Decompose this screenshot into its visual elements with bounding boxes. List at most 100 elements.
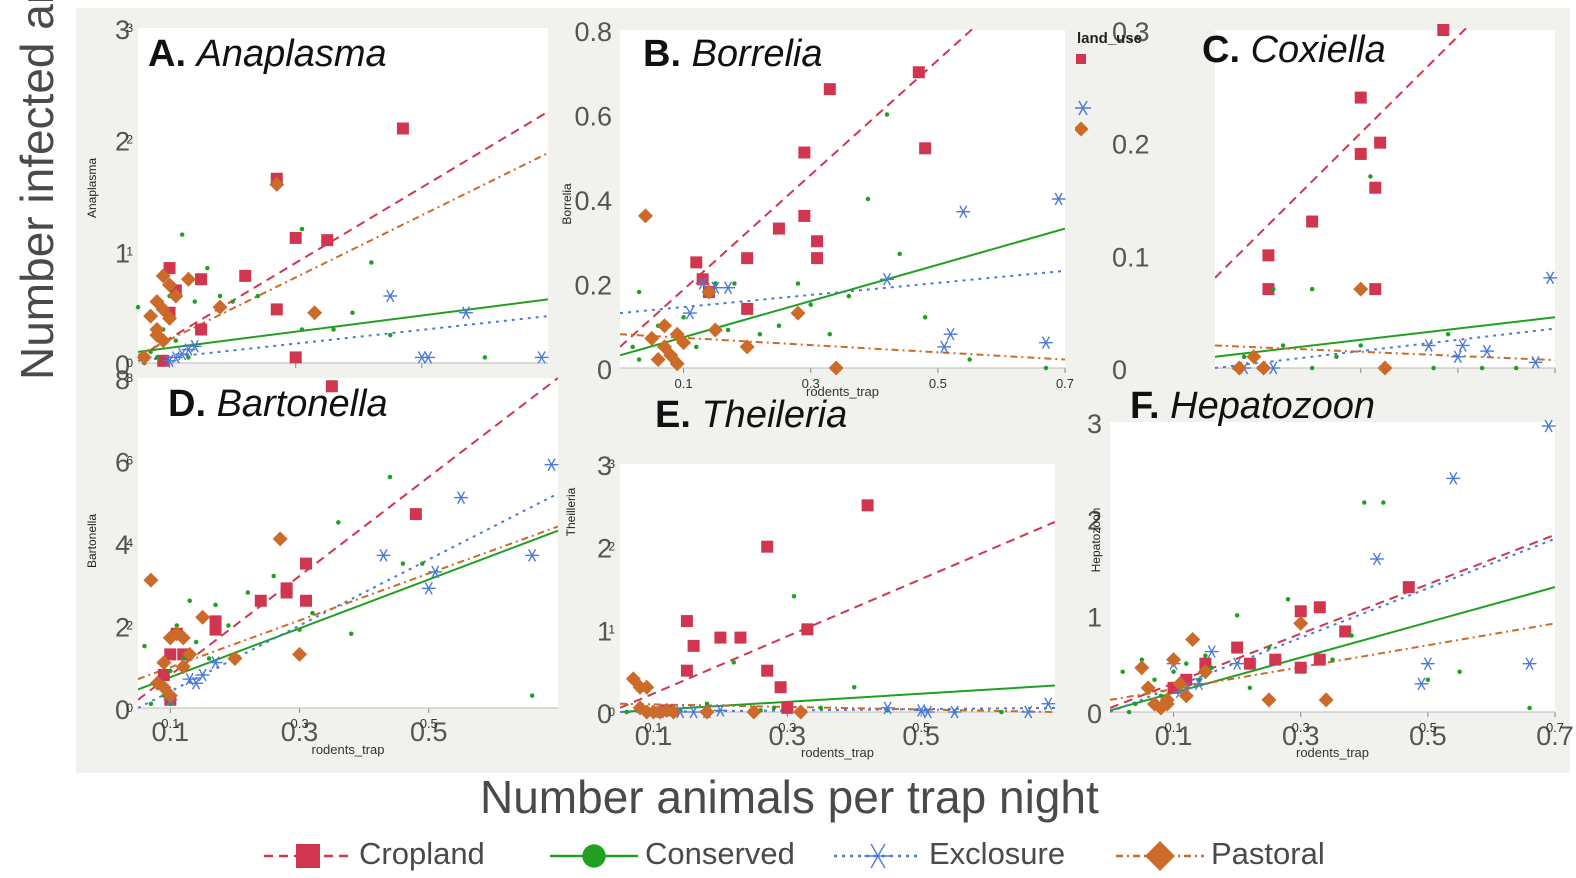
- y-tick-label-large: 1: [597, 616, 612, 646]
- data-point-cropland: [1369, 283, 1382, 296]
- data-point-conserved: [1203, 653, 1208, 658]
- data-point-conserved: [529, 693, 535, 698]
- data-point-conserved: [387, 474, 393, 480]
- panel-title: D. Bartonella: [168, 383, 388, 425]
- x-tick-label-large: 0.3: [769, 721, 807, 751]
- data-point-cropland: [861, 499, 874, 512]
- data-point-pastoral: [1134, 660, 1150, 676]
- data-point-exclosure: [713, 703, 728, 717]
- data-point-exclosure: [686, 705, 701, 719]
- y-tick-label-large: 0.2: [1112, 130, 1150, 160]
- data-point-conserved: [808, 302, 813, 307]
- data-point-cropland: [680, 615, 693, 628]
- data-point-conserved: [1184, 661, 1189, 666]
- y-tick-label-large: 3: [1087, 409, 1102, 439]
- y-tick-label-small: 1: [608, 622, 615, 636]
- data-point-pastoral: [666, 704, 682, 720]
- y-tick-label-small: 6: [126, 454, 133, 468]
- x-tick-label-small: 0.3: [802, 376, 820, 391]
- data-point-conserved: [180, 656, 186, 661]
- data-point-exclosure: [459, 306, 473, 320]
- data-point-exclosure: [1051, 192, 1066, 206]
- data-point-cropland: [798, 209, 811, 222]
- data-point-cropland: [823, 83, 836, 96]
- data-point-conserved: [757, 331, 763, 337]
- x-tick-label-large: 0.5: [410, 717, 448, 747]
- data-point-pastoral: [180, 271, 196, 287]
- data-point-conserved: [148, 701, 154, 707]
- data-point-cropland: [195, 273, 208, 286]
- data-point-conserved: [213, 602, 218, 608]
- panel-title: C. Coxiella: [1202, 29, 1386, 71]
- data-point-exclosure: [1528, 356, 1543, 369]
- plot-canvas-1: 0 0.2 0.4 0.6 0.8 Borrelia 0.1 0.3 0.5 0.7 rodents…: [560, 17, 1074, 399]
- data-point-conserved: [255, 293, 261, 299]
- y-tick-label-large: 0: [597, 355, 612, 385]
- data-point-cropland: [1306, 215, 1319, 228]
- fit-line-conserved: [620, 227, 1065, 357]
- data-point-conserved: [1330, 657, 1335, 662]
- fit-line-conserved: [1110, 586, 1555, 712]
- data-point-pastoral: [790, 305, 806, 321]
- data-point-pastoral: [156, 655, 172, 671]
- data-point-exclosure: [721, 281, 735, 295]
- data-point-exclosure: [525, 549, 540, 562]
- y-tick-label-large: 8: [115, 365, 130, 395]
- data-point-pastoral: [292, 646, 308, 662]
- data-point-conserved: [299, 226, 305, 232]
- y-axis-label: Bartonella: [85, 514, 99, 568]
- plot-area: [1215, 30, 1555, 368]
- data-point-conserved: [187, 598, 192, 603]
- series-legend: Cropland Conserved Exclosure Pastoral: [250, 832, 1550, 876]
- panel-title: B. Borrelia: [643, 33, 823, 75]
- data-point-exclosure: [421, 582, 436, 595]
- series-group: [1215, 28, 1555, 369]
- data-point-conserved: [1120, 669, 1125, 674]
- series-group: [138, 110, 548, 362]
- data-point-pastoral: [1318, 692, 1334, 708]
- data-point-exclosure: [376, 549, 391, 562]
- data-point-cropland: [1294, 661, 1307, 674]
- data-point-pastoral: [156, 679, 172, 695]
- data-point-conserved: [1126, 709, 1132, 715]
- data-point-conserved: [791, 594, 797, 599]
- legend-label-cropland: Cropland: [359, 836, 485, 871]
- data-point-conserved: [174, 623, 180, 628]
- data-point-cropland: [741, 252, 754, 265]
- panel-borrelia: 0 0.2 0.4 0.6 0.8 Borrelia 0.1 0.3 0.5 0.7 rodents…: [555, 14, 1080, 414]
- legend-item-exclosure: Exclosure: [830, 832, 1065, 876]
- data-point-cropland: [321, 234, 334, 247]
- data-point-pastoral: [639, 679, 655, 695]
- data-point-cropland: [919, 142, 932, 155]
- data-point-conserved: [884, 112, 890, 117]
- data-point-conserved: [245, 590, 251, 595]
- x-axis-label: rodents_trap: [806, 384, 879, 399]
- data-point-pastoral: [1140, 680, 1156, 696]
- data-point-cropland: [714, 631, 727, 644]
- legend-symbol-conserved: [550, 844, 638, 868]
- data-point-pastoral: [644, 330, 660, 346]
- y-tick-label-large: 2: [115, 127, 130, 157]
- y-tick-label-large: 0: [597, 699, 612, 729]
- y-axis-label: Theilleria: [564, 487, 578, 536]
- data-point-cropland: [289, 351, 302, 364]
- data-point-pastoral: [168, 288, 184, 304]
- global-x-axis-label: Number animals per trap night: [480, 771, 1099, 823]
- data-point-exclosure: [1021, 705, 1036, 719]
- data-point-cropland: [300, 557, 312, 570]
- data-point-exclosure: [1041, 697, 1056, 711]
- data-point-exclosure: [880, 272, 894, 286]
- data-point-exclosure: [1370, 552, 1384, 566]
- data-point-conserved: [732, 281, 737, 286]
- data-point-conserved: [967, 357, 972, 362]
- data-point-pastoral: [1172, 676, 1188, 692]
- data-point-conserved: [400, 561, 406, 566]
- y-tick-label-large: 0.8: [574, 17, 612, 47]
- data-point-cropland: [680, 664, 693, 677]
- data-point-pastoral: [625, 671, 641, 687]
- data-point-exclosure: [534, 351, 549, 364]
- legend-marker-exclosure: [864, 843, 892, 869]
- data-point-exclosure: [1450, 350, 1465, 364]
- legend-symbol-pastoral: [1116, 841, 1204, 871]
- data-point-conserved: [350, 310, 355, 315]
